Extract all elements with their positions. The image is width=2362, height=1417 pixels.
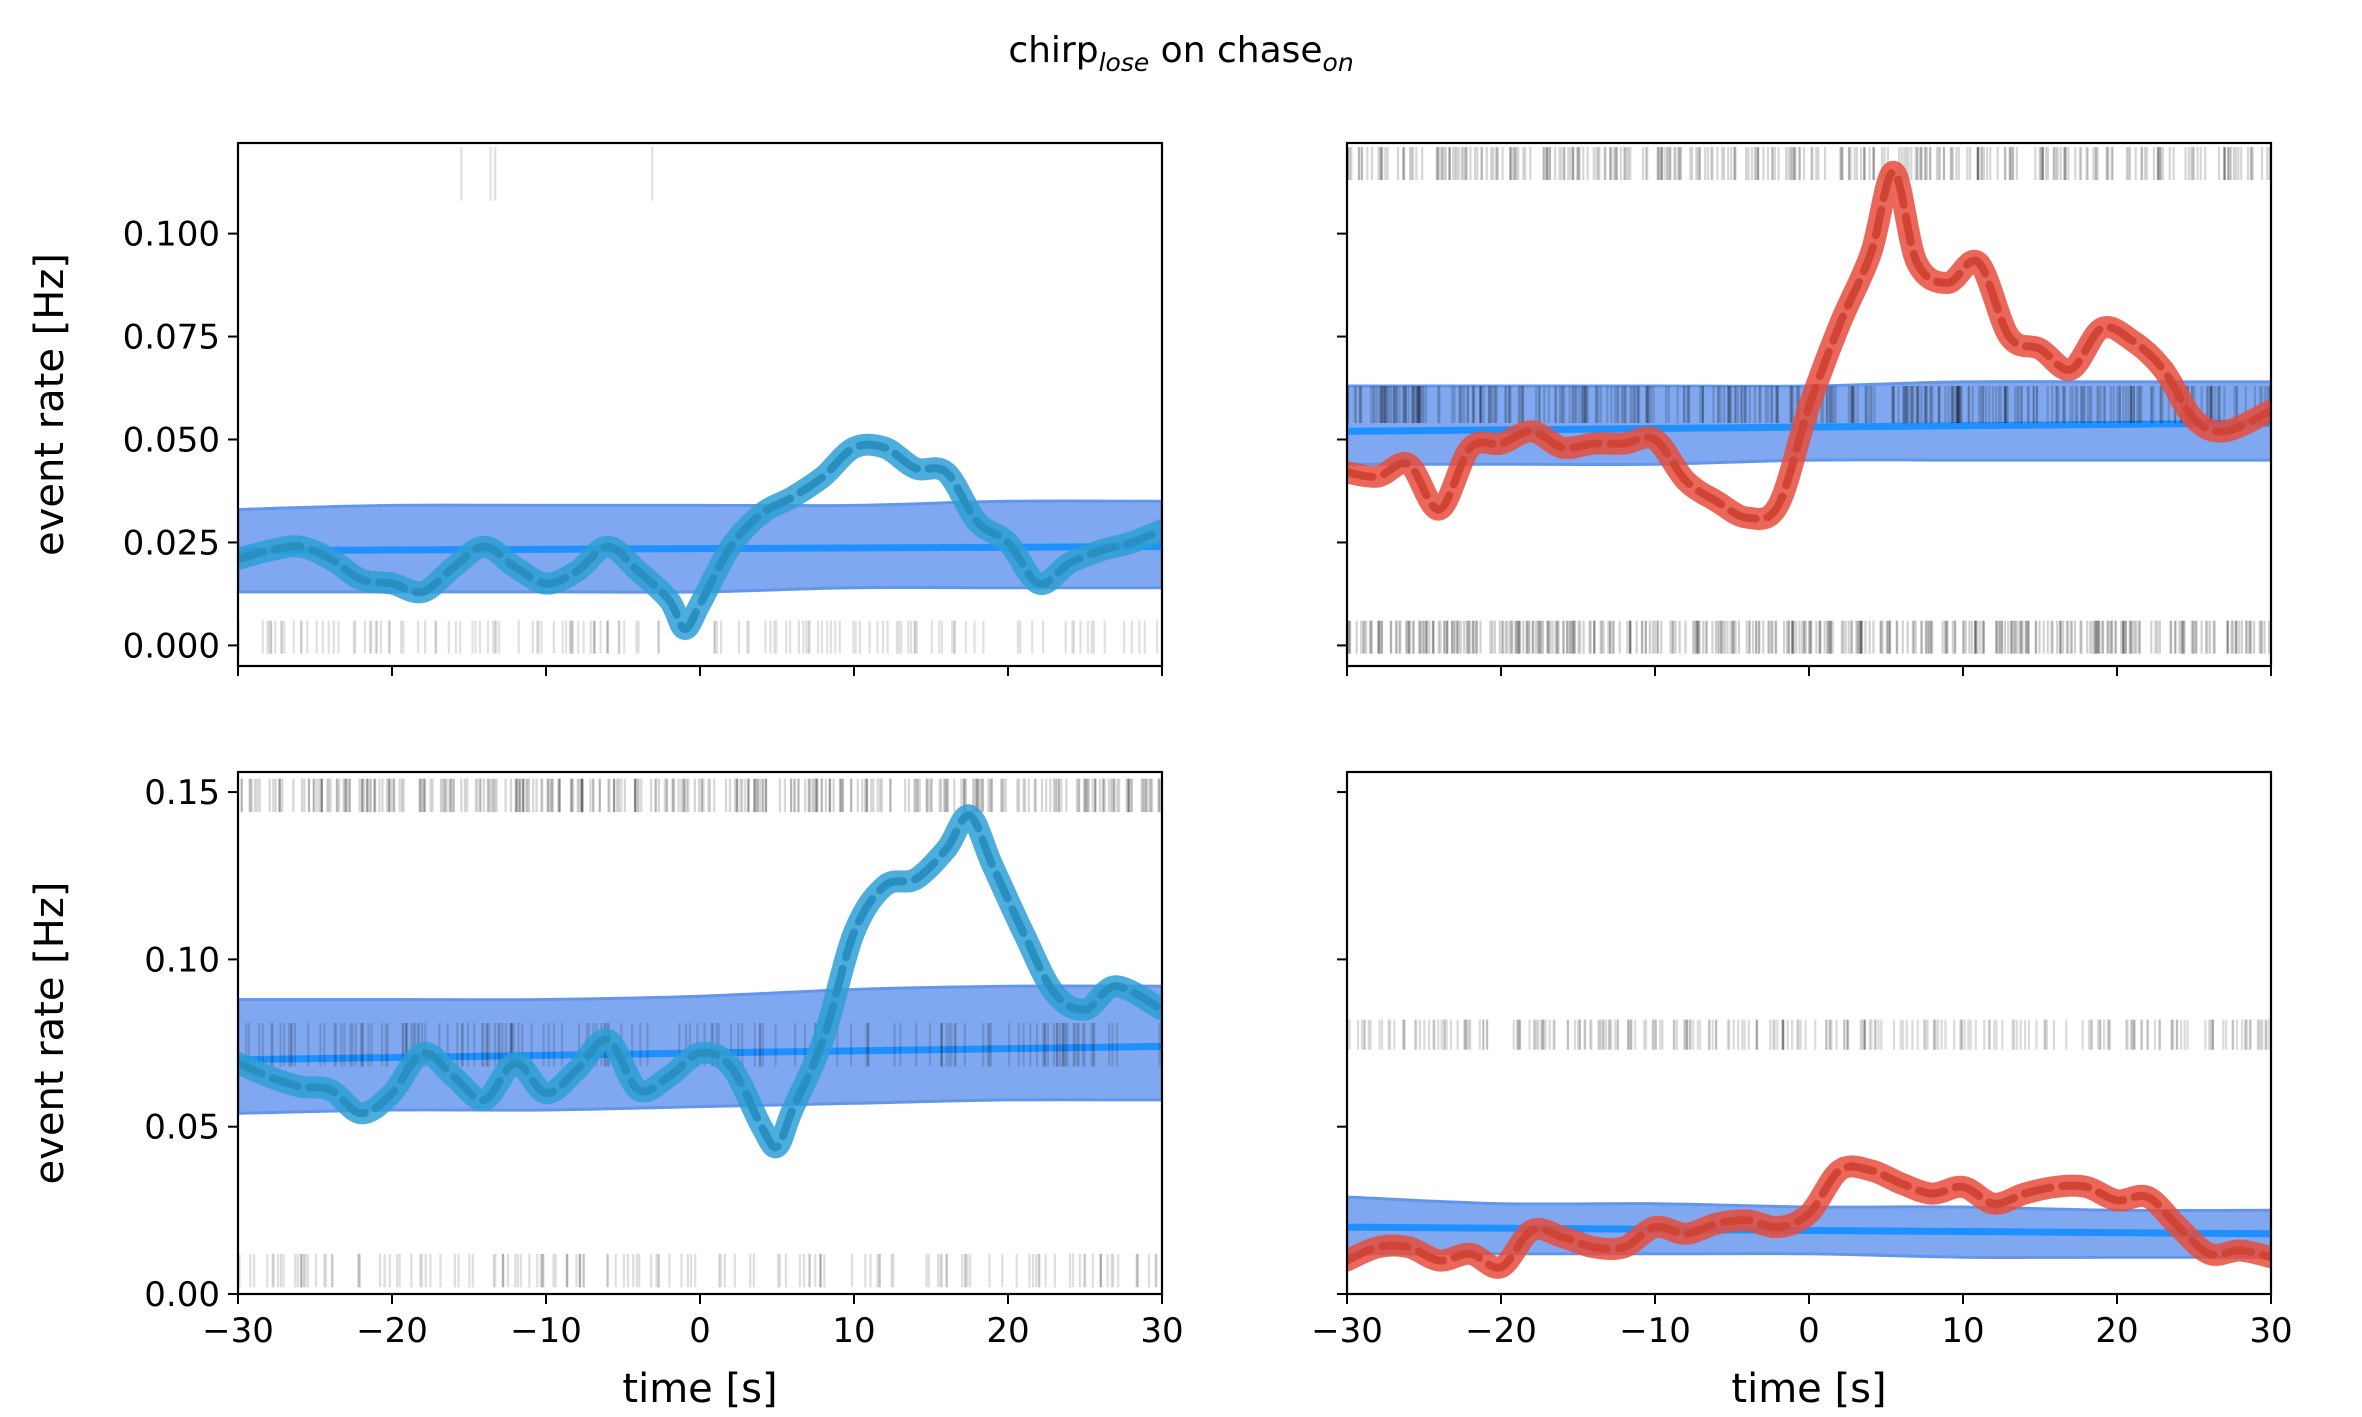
panel-top-right — [1337, 141, 2273, 676]
x-tick-label: −20 — [356, 1311, 428, 1351]
x-tick-label: 0 — [1798, 1311, 1820, 1351]
x-tick-label: 20 — [2095, 1311, 2138, 1351]
event-raster — [245, 1022, 1161, 1067]
y-axis-label: event rate [Hz] — [27, 882, 73, 1185]
x-tick-label: 0 — [689, 1311, 711, 1351]
plot-area — [238, 778, 1162, 1288]
y-tick-label: 0.05 — [144, 1108, 220, 1148]
x-axis-label: time [s] — [1731, 1366, 1886, 1412]
x-tick-label: −30 — [202, 1311, 274, 1351]
figure-title-sub-2: on — [1323, 48, 1354, 77]
plot-area — [1347, 1019, 2271, 1279]
x-tick-label: −20 — [1465, 1311, 1537, 1351]
event-raster — [460, 147, 654, 201]
panel-bottom-right: −30 −20 −10 0 10 20 30 time [s] — [1311, 770, 2293, 1412]
event-raster — [240, 778, 1162, 813]
x-tick-label: 10 — [1941, 1311, 1984, 1351]
plot-area — [238, 147, 1162, 654]
y-tick-label: 0.025 — [123, 523, 220, 563]
y-tick-label: 0.100 — [123, 215, 220, 255]
trace-band — [1347, 160, 2271, 530]
y-tick-label: 0.15 — [144, 773, 220, 813]
y-tick-label: 0.050 — [123, 421, 220, 461]
y-tick-label: 0.10 — [144, 940, 220, 980]
baseline-mean-line — [1347, 1223, 2271, 1238]
y-tick-label: 0.075 — [123, 318, 220, 358]
figure-title: chirplose on chaseon — [1008, 30, 1353, 77]
x-tick-label: 30 — [2249, 1311, 2292, 1351]
y-tick-label: 0.000 — [123, 626, 220, 666]
y-axis-label: event rate [Hz] — [27, 253, 73, 556]
trace-mean-line — [238, 811, 1162, 1152]
x-tick-label: −10 — [510, 1311, 582, 1351]
figure-title-sub-1: lose — [1099, 48, 1150, 77]
y-tick-label: 0.00 — [144, 1275, 220, 1315]
event-raster — [1347, 147, 2271, 181]
x-tick-label: −30 — [1311, 1311, 1383, 1351]
event-raster — [1348, 1019, 2270, 1050]
x-tick-label: 10 — [832, 1311, 875, 1351]
event-raster — [238, 620, 1159, 654]
x-tick-label: 30 — [1140, 1311, 1183, 1351]
panel-bottom-left: −30 −20 −10 0 10 20 30 0.00 0.05 0.10 0.15 time [s]… — [27, 770, 1184, 1412]
plot-area — [1347, 147, 2271, 654]
figure-title-part-1: chirp — [1008, 30, 1098, 71]
event-raster — [1347, 620, 2271, 654]
x-tick-label: −10 — [1619, 1311, 1691, 1351]
figure-title-part-2: on chase — [1149, 30, 1322, 71]
trace-mean-line — [238, 440, 1162, 633]
x-tick-label: 20 — [986, 1311, 1029, 1351]
event-raster — [238, 1253, 1158, 1288]
panel-top-left: 0.000 0.025 0.050 0.075 0.100 event rate [Hz] — [27, 141, 1164, 676]
trace-mean-line — [1347, 167, 2271, 523]
trace-mean-line — [1347, 1162, 2271, 1272]
x-axis-label: time [s] — [622, 1366, 777, 1412]
